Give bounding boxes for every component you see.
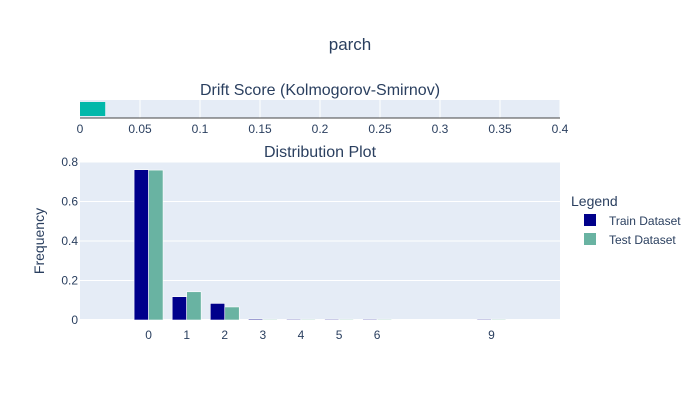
legend-swatch	[584, 233, 596, 245]
x-tick-label: 0	[145, 328, 152, 342]
y-tick-label: 0.8	[61, 155, 78, 169]
legend-item-label: Train Dataset	[609, 214, 681, 228]
train-bar-4	[286, 318, 302, 321]
drift-tick-label: 0.2	[312, 122, 329, 136]
x-tick-label: 2	[221, 328, 228, 342]
test-bar-9	[491, 318, 507, 321]
legend-item-label: Test Dataset	[609, 233, 676, 247]
test-bar-6	[376, 318, 392, 321]
train-bar-1	[171, 296, 187, 321]
y-tick-label: 0.6	[61, 195, 78, 209]
train-bar-0	[133, 169, 149, 321]
x-tick-label: 3	[260, 328, 267, 342]
distribution-title: Distribution Plot	[264, 144, 377, 161]
drift-tick-label: 0.25	[368, 122, 392, 136]
test-bar-0	[148, 169, 164, 321]
train-bar-6	[362, 318, 378, 321]
drift-tick-label: 0.05	[128, 122, 152, 136]
x-tick-label: 5	[336, 328, 343, 342]
drift-tick-label: 0.4	[552, 122, 569, 136]
drift-tick-label: 0.1	[192, 122, 209, 136]
test-bar-4	[300, 318, 316, 321]
drift-title: Drift Score (Kolmogorov-Smirnov)	[200, 82, 440, 99]
drift-score-bar	[80, 102, 106, 116]
legend-title: Legend	[571, 193, 618, 209]
figure-title: parch	[329, 35, 372, 54]
y-tick-label: 0.2	[61, 274, 78, 288]
train-bar-2	[209, 303, 226, 321]
train-bar-5	[324, 318, 340, 321]
legend: Legend Train Dataset Test Dataset	[571, 193, 681, 247]
drift-tick-label: 0	[77, 122, 84, 136]
legend-swatch	[584, 214, 596, 226]
y-tick-label: 0	[71, 313, 78, 327]
drift-tick-label: 0.3	[432, 122, 449, 136]
train-bar-3	[248, 318, 264, 321]
x-tick-label: 9	[488, 328, 495, 342]
drift-tick-label: 0.15	[248, 122, 272, 136]
train-bar-9	[476, 318, 492, 321]
test-bar-2	[224, 306, 240, 321]
test-bar-3	[262, 318, 278, 321]
y-tick-label: 0.4	[61, 234, 78, 248]
y-axis-label: Frequency	[31, 208, 47, 274]
x-tick-label: 1	[183, 328, 190, 342]
x-tick-label: 6	[374, 328, 381, 342]
x-tick-label: 4	[298, 328, 305, 342]
drift-tick-label: 0.35	[488, 122, 512, 136]
test-bar-1	[186, 291, 202, 321]
test-bar-5	[338, 318, 354, 321]
